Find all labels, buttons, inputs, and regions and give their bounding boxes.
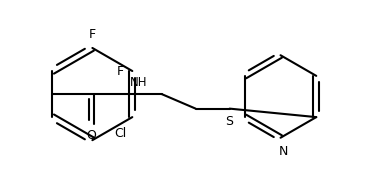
Text: O: O [86, 129, 96, 142]
Text: Cl: Cl [114, 127, 126, 140]
Text: N: N [278, 145, 288, 158]
Text: NH: NH [130, 76, 147, 89]
Text: F: F [117, 65, 124, 77]
Text: F: F [89, 28, 96, 41]
Text: S: S [226, 115, 233, 128]
